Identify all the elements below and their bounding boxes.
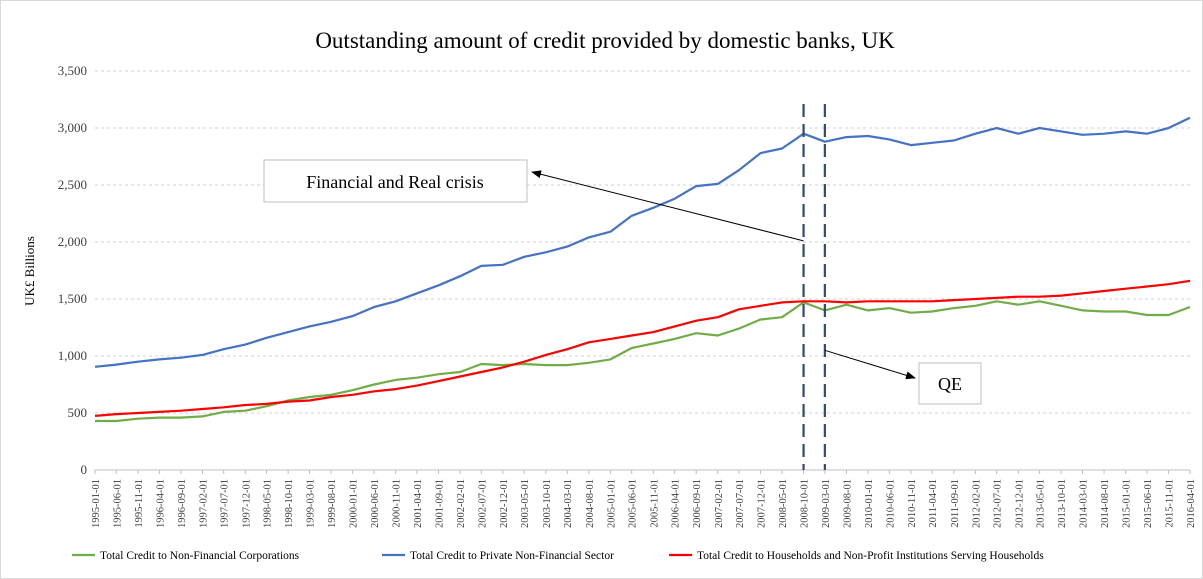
x-tick-label: 1995-01-01 bbox=[91, 479, 102, 528]
x-tick-label: 1995-11-01 bbox=[134, 479, 145, 528]
x-tick-label: 2016-04-01 bbox=[1186, 479, 1197, 528]
x-tick-label: 2002-07-01 bbox=[477, 479, 488, 528]
annotation-box-qe bbox=[918, 362, 982, 405]
x-tick-label: 2012-12-01 bbox=[1014, 479, 1025, 528]
legend-label: Total Credit to Non-Financial Corporatio… bbox=[100, 550, 300, 562]
x-tick-label: 2012-07-01 bbox=[993, 479, 1004, 528]
x-tick-label: 2009-08-01 bbox=[842, 479, 853, 528]
x-tick-label: 2004-03-01 bbox=[563, 479, 574, 528]
x-tick-label: 2011-04-01 bbox=[928, 479, 939, 528]
x-tick-label: 2001-09-01 bbox=[435, 479, 446, 528]
x-tick-label: 2013-05-01 bbox=[1036, 479, 1047, 528]
x-tick-label: 2012-02-01 bbox=[971, 479, 982, 528]
crisis-markers bbox=[802, 104, 826, 470]
x-tick-label: 2010-01-01 bbox=[864, 479, 875, 528]
legend-label: Total Credit to Households and Non-Profi… bbox=[697, 550, 1044, 562]
x-tick-label: 2015-06-01 bbox=[1143, 479, 1154, 528]
x-tick-label: 1996-09-01 bbox=[177, 479, 188, 528]
x-tick-label: 2004-08-01 bbox=[585, 479, 596, 528]
y-tick-label: 2,500 bbox=[58, 177, 87, 192]
x-tick-label: 1997-12-01 bbox=[241, 479, 252, 528]
series-line-2 bbox=[94, 116, 1191, 368]
x-tick-label: 2005-06-01 bbox=[628, 479, 639, 528]
x-tick-label: 2007-07-01 bbox=[735, 479, 746, 528]
x-tick-label: 1995-06-01 bbox=[112, 479, 123, 528]
x-tick-label: 2000-11-01 bbox=[392, 479, 403, 528]
annotation-qe-text: QE bbox=[938, 374, 962, 394]
legend: Total Credit to Non-Financial Corporatio… bbox=[72, 550, 1044, 562]
x-tick-label: 2007-12-01 bbox=[757, 479, 768, 528]
x-tick-label: 2015-11-01 bbox=[1165, 479, 1176, 528]
x-tick-label: 2014-03-01 bbox=[1078, 479, 1089, 528]
y-axis-label: UK£ Billions bbox=[22, 236, 37, 306]
x-tick-label: 2008-05-01 bbox=[778, 479, 789, 528]
x-tick-label: 2002-12-01 bbox=[499, 479, 510, 528]
annotation-crisis-text: Financial and Real crisis bbox=[306, 172, 483, 192]
x-tick-label: 2005-01-01 bbox=[606, 479, 617, 528]
y-tick-label: 3,500 bbox=[58, 63, 87, 78]
annotation-crisis-arrow bbox=[531, 170, 804, 242]
x-tick-label: 1996-04-01 bbox=[155, 479, 166, 528]
x-tick-label: 2010-11-01 bbox=[907, 479, 918, 528]
x-tick-label: 1999-08-01 bbox=[327, 479, 338, 528]
x-axis-ticks: 1995-01-01 1995-06-01 1995-11-01 1996-04-01… bbox=[91, 470, 1197, 528]
annotation-box-crisis bbox=[263, 159, 528, 203]
x-tick-label: 2003-10-01 bbox=[542, 479, 553, 528]
x-tick-label: 2007-02-01 bbox=[714, 479, 725, 528]
x-tick-label: 1997-02-01 bbox=[199, 479, 210, 528]
series-line-1 bbox=[95, 300, 1191, 423]
x-tick-label: 2008-10-01 bbox=[800, 479, 811, 528]
x-tick-label: 2014-08-01 bbox=[1100, 479, 1111, 528]
series-line-3 bbox=[94, 279, 1191, 417]
y-tick-label: 2,000 bbox=[58, 234, 87, 249]
y-tick-label: 500 bbox=[68, 405, 88, 420]
x-tick-label: 2000-06-01 bbox=[370, 479, 381, 528]
y-tick-label: 1,000 bbox=[58, 348, 87, 363]
x-tick-label: 2002-02-01 bbox=[456, 479, 467, 528]
x-tick-label: 1998-05-01 bbox=[263, 479, 274, 528]
x-tick-label: 2010-06-01 bbox=[885, 479, 896, 528]
x-tick-label: 2006-04-01 bbox=[671, 479, 682, 528]
y-axis-ticks: 0 500 1,000 1,500 2,000 2,500 3,000 3,500 bbox=[58, 63, 87, 477]
series-lines bbox=[94, 116, 1191, 423]
x-tick-label: 2013-10-01 bbox=[1057, 479, 1068, 528]
x-tick-label: 1998-10-01 bbox=[284, 479, 295, 528]
y-tick-label: 0 bbox=[81, 462, 88, 477]
x-tick-label: 2000-01-01 bbox=[349, 479, 360, 528]
gridlines bbox=[95, 70, 1190, 414]
x-tick-label: 2006-09-01 bbox=[692, 479, 703, 528]
y-tick-label: 3,000 bbox=[58, 120, 87, 135]
x-tick-label: 2015-01-01 bbox=[1122, 479, 1133, 528]
x-tick-label: 1997-07-01 bbox=[220, 479, 231, 528]
legend-label: Total Credit to Private Non-Financial Se… bbox=[410, 550, 614, 562]
x-tick-label: 2009-03-01 bbox=[821, 479, 832, 528]
x-tick-label: 2003-05-01 bbox=[520, 479, 531, 528]
x-tick-label: 1999-03-01 bbox=[305, 479, 316, 528]
y-tick-label: 1,500 bbox=[58, 291, 87, 306]
annotation-qe-arrow bbox=[824, 349, 916, 380]
x-tick-label: 2001-04-01 bbox=[413, 479, 424, 528]
x-tick-label: 2011-09-01 bbox=[950, 479, 961, 528]
x-tick-label: 2005-11-01 bbox=[649, 479, 660, 528]
annotations: Financial and Real crisis QE bbox=[263, 159, 982, 405]
chart-title: Outstanding amount of credit provided by… bbox=[315, 28, 895, 53]
